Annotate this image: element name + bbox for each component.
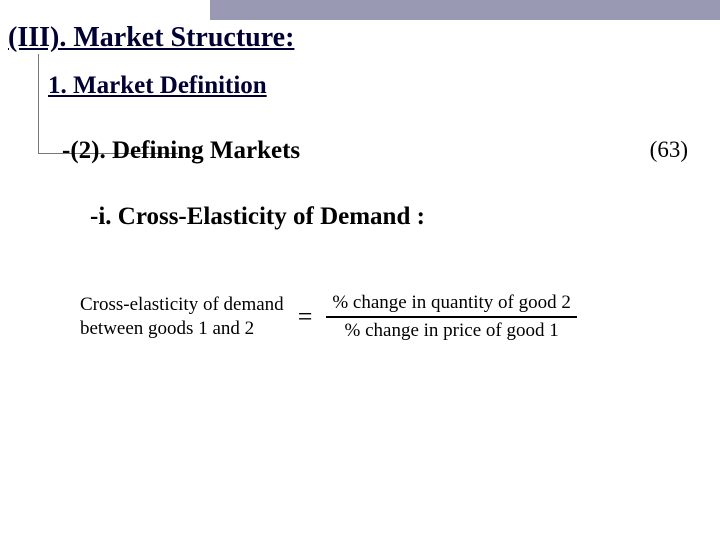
subheading-2: -(2). Defining Markets bbox=[62, 137, 300, 165]
top-bar bbox=[210, 0, 720, 20]
formula-denominator: % change in price of good 1 bbox=[339, 318, 565, 344]
page-number: (63) bbox=[650, 137, 688, 163]
formula-lhs-line1: Cross-elasticity of demand bbox=[80, 293, 284, 317]
formula-rhs: % change in quantity of good 2 % change … bbox=[326, 290, 577, 344]
slide-title: (III). Market Structure: bbox=[8, 22, 294, 54]
formula-cross-elasticity: Cross-elasticity of demand between goods… bbox=[80, 290, 680, 344]
subheading-1: 1. Market Definition bbox=[48, 72, 267, 100]
formula-numerator: % change in quantity of good 2 bbox=[326, 290, 577, 316]
formula-lhs-line2: between goods 1 and 2 bbox=[80, 317, 284, 341]
formula-lhs: Cross-elasticity of demand between goods… bbox=[80, 293, 284, 341]
formula-equals: = bbox=[298, 302, 313, 332]
subheading-3: -i. Cross-Elasticity of Demand : bbox=[90, 203, 425, 231]
